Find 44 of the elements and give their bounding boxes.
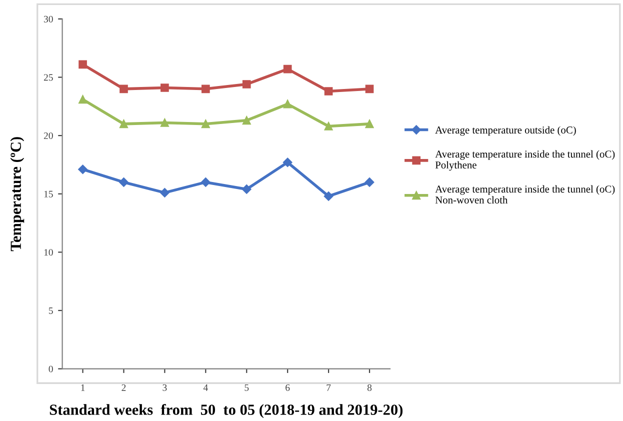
- point: [242, 184, 252, 194]
- point: [160, 84, 169, 92]
- point: [202, 120, 210, 128]
- point: [119, 178, 128, 187]
- y-tick-label: 30: [44, 16, 53, 22]
- point: [202, 84, 210, 94]
- point: [365, 84, 374, 94]
- point: [242, 116, 251, 125]
- x-tick-label: 7: [326, 384, 331, 391]
- point: [78, 164, 88, 174]
- point: [364, 178, 374, 187]
- x-tick-label: 1: [81, 384, 85, 391]
- point: [324, 192, 334, 201]
- point: [160, 188, 170, 198]
- point: [365, 120, 374, 128]
- y-axis-title: Temperature (ºC): [10, 137, 24, 252]
- point: [242, 80, 251, 88]
- x-tick-label: 5: [244, 384, 249, 391]
- point: [120, 84, 128, 94]
- y-tick-label: 25: [44, 74, 53, 81]
- x-tick-label: 2: [122, 384, 126, 391]
- y-tick-label: 10: [44, 249, 53, 256]
- point: [78, 60, 87, 69]
- y-tick-label: 15: [44, 190, 53, 198]
- point: [120, 120, 128, 128]
- point: [283, 64, 292, 74]
- point: [324, 87, 333, 96]
- y-tick-label: 0: [48, 366, 53, 372]
- x-tick-label: 6: [286, 384, 290, 391]
- x-axis-title: Standard weeks from 50 to 05 (2018-19 and 2019-20): [50, 404, 403, 418]
- legend-label: Average temperature inside the tunnel (oC) Non-woven cloth: [435, 185, 615, 204]
- legend-label: Average temperature inside the tunnel (oC) Polythene: [435, 150, 615, 171]
- point: [324, 122, 333, 130]
- point: [283, 100, 292, 108]
- point: [160, 118, 169, 127]
- x-tick-label: 4: [203, 384, 208, 391]
- legend-label: Average temperature outside (oC): [435, 126, 576, 136]
- point: [282, 158, 292, 168]
- y-tick-label: 5: [48, 307, 53, 314]
- point: [78, 95, 87, 104]
- point: [201, 178, 210, 187]
- x-tick-label: 3: [162, 384, 167, 391]
- y-tick-label: 20: [44, 132, 53, 140]
- x-tick-label: 8: [367, 384, 372, 391]
